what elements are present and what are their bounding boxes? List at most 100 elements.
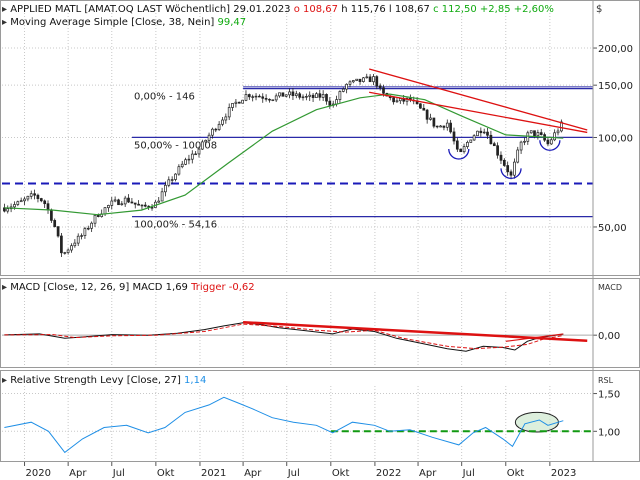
candle[interactable]	[63, 252, 67, 254]
candle[interactable]	[23, 198, 26, 202]
macd-panel[interactable]: 0,00	[2, 292, 620, 366]
candle[interactable]	[549, 139, 553, 145]
candle[interactable]	[432, 117, 436, 127]
candle[interactable]	[506, 165, 510, 173]
candle[interactable]	[43, 200, 47, 205]
candle[interactable]	[479, 130, 483, 134]
candle[interactable]	[140, 204, 144, 207]
candle[interactable]	[318, 93, 322, 98]
candle[interactable]	[73, 242, 77, 247]
candle[interactable]	[469, 139, 473, 143]
candle[interactable]	[335, 99, 338, 105]
candle[interactable]	[489, 134, 493, 145]
candle[interactable]	[184, 159, 187, 165]
candle[interactable]	[482, 131, 486, 134]
candle[interactable]	[26, 195, 30, 200]
candle[interactable]	[261, 96, 265, 99]
candle[interactable]	[13, 204, 16, 208]
candle[interactable]	[120, 203, 124, 206]
candle[interactable]	[429, 117, 432, 120]
candle[interactable]	[351, 80, 355, 83]
candle[interactable]	[180, 163, 184, 168]
candle[interactable]	[39, 198, 43, 202]
candle[interactable]	[348, 81, 352, 85]
candle[interactable]	[513, 161, 516, 176]
candle[interactable]	[345, 83, 348, 90]
candle[interactable]	[462, 146, 466, 153]
candle[interactable]	[539, 132, 543, 135]
candle[interactable]	[459, 148, 463, 153]
candle[interactable]	[133, 202, 137, 205]
candle[interactable]	[117, 199, 120, 206]
candle[interactable]	[452, 131, 456, 142]
candle[interactable]	[321, 94, 325, 98]
price-panel[interactable]: 200,00 150,00 100,00 50,00 0,00% - 146 50,00%…	[2, 10, 633, 273]
candle[interactable]	[241, 99, 244, 104]
candle[interactable]	[53, 220, 57, 227]
candle[interactable]	[177, 166, 181, 175]
candle[interactable]	[221, 119, 224, 125]
candle[interactable]	[174, 173, 177, 180]
candle[interactable]	[288, 91, 291, 96]
candle[interactable]	[164, 184, 167, 193]
candle[interactable]	[60, 235, 63, 254]
candle[interactable]	[224, 116, 228, 121]
candle[interactable]	[398, 98, 402, 102]
candle[interactable]	[6, 208, 10, 212]
candle[interactable]	[425, 109, 429, 120]
candle[interactable]	[80, 235, 83, 237]
candle[interactable]	[305, 96, 308, 98]
candle[interactable]	[529, 130, 533, 134]
candle[interactable]	[96, 214, 100, 217]
candle[interactable]	[227, 107, 231, 118]
candle[interactable]	[536, 132, 540, 137]
candle[interactable]	[375, 76, 379, 87]
candle[interactable]	[93, 214, 97, 224]
candle[interactable]	[113, 199, 117, 202]
candle[interactable]	[298, 93, 302, 98]
candle[interactable]	[90, 222, 93, 229]
candle[interactable]	[439, 125, 442, 128]
candle[interactable]	[526, 132, 530, 142]
candle[interactable]	[110, 200, 114, 206]
candle[interactable]	[264, 98, 268, 100]
candle[interactable]	[533, 130, 536, 137]
candle[interactable]	[211, 128, 214, 136]
candle[interactable]	[519, 141, 523, 151]
candle[interactable]	[502, 159, 506, 166]
candle[interactable]	[378, 85, 382, 89]
candle[interactable]	[472, 135, 476, 141]
candle[interactable]	[358, 78, 362, 82]
candle[interactable]	[258, 95, 261, 98]
candle[interactable]	[392, 97, 395, 103]
candle[interactable]	[207, 134, 211, 141]
candle[interactable]	[86, 227, 90, 230]
candle[interactable]	[237, 101, 241, 104]
candle[interactable]	[338, 91, 342, 100]
candle[interactable]	[311, 94, 315, 98]
candle[interactable]	[187, 158, 191, 161]
candle[interactable]	[234, 101, 238, 104]
candle[interactable]	[560, 121, 563, 132]
candle[interactable]	[442, 125, 446, 128]
candle[interactable]	[556, 130, 560, 134]
candle[interactable]	[281, 92, 285, 97]
candle[interactable]	[271, 99, 275, 101]
candle[interactable]	[435, 125, 439, 128]
candle[interactable]	[328, 100, 332, 106]
candle[interactable]	[160, 191, 164, 202]
candle[interactable]	[553, 132, 556, 141]
candle[interactable]	[455, 140, 459, 150]
candle[interactable]	[496, 145, 499, 156]
candle[interactable]	[167, 179, 171, 186]
candle[interactable]	[197, 148, 201, 155]
candle[interactable]	[395, 100, 399, 103]
rsl-panel[interactable]: 1,50 1,00	[2, 386, 620, 460]
candle[interactable]	[274, 95, 278, 101]
candle[interactable]	[251, 96, 255, 98]
candle[interactable]	[546, 139, 550, 145]
candle[interactable]	[157, 200, 161, 203]
candle[interactable]	[76, 235, 80, 244]
candle[interactable]	[301, 96, 305, 99]
candle[interactable]	[449, 122, 452, 133]
